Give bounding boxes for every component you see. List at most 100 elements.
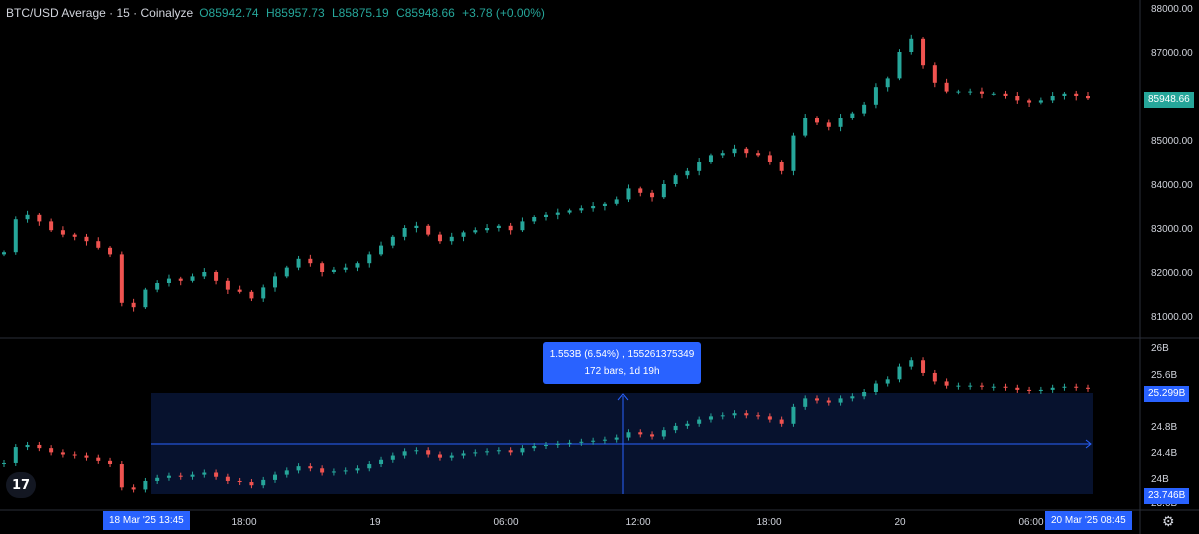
price-candle — [367, 254, 372, 264]
volume-candle — [885, 379, 890, 384]
volume-candle — [249, 482, 254, 486]
price-candle — [614, 199, 619, 204]
volume-candle — [284, 470, 289, 475]
price-candle — [202, 272, 207, 277]
price-candle — [791, 135, 796, 171]
price-candle — [685, 170, 690, 176]
volume-candle — [49, 448, 54, 453]
volume-candle — [532, 446, 537, 449]
volume-candle — [1003, 386, 1008, 388]
volume-candle — [697, 419, 702, 424]
price-candle — [1003, 93, 1008, 96]
price-candle — [84, 236, 89, 242]
price-candle — [1015, 96, 1020, 101]
volume-candle — [178, 475, 183, 477]
volume-candle — [661, 430, 666, 437]
price-candle — [756, 153, 761, 156]
volume-candle — [96, 457, 101, 461]
price-candle — [437, 234, 442, 242]
volume-candle — [367, 464, 372, 469]
price-candle — [720, 153, 725, 156]
volume-tick-label: 24.8B — [1151, 422, 1177, 433]
volume-candle — [237, 480, 242, 483]
volume-candle — [296, 466, 301, 471]
price-candle — [826, 122, 831, 127]
price-candle — [355, 263, 360, 268]
price-tick-label: 87000.00 — [1151, 48, 1193, 59]
volume-candle — [437, 454, 442, 458]
volume-candle — [850, 396, 855, 399]
low-value: L85875.19 — [332, 6, 389, 20]
volume-candle — [708, 416, 713, 420]
volume-candle — [968, 385, 973, 387]
price-candle — [944, 82, 949, 92]
price-candle — [473, 230, 478, 233]
price-candle — [296, 258, 301, 268]
volume-candle — [991, 386, 996, 388]
volume-candle — [732, 413, 737, 416]
volume-candle — [638, 432, 643, 435]
volume-candle — [155, 477, 160, 481]
symbol-title[interactable]: BTC/USD Average · 15 · Coinalyze — [6, 6, 194, 20]
time-tick-label: 19 — [369, 517, 381, 528]
volume-candle — [1050, 387, 1055, 390]
volume-candle — [485, 451, 490, 453]
gear-icon[interactable]: ⚙ — [1162, 513, 1175, 529]
price-tick-label: 81000.00 — [1151, 312, 1193, 323]
price-candle — [555, 212, 560, 215]
volume-candle — [60, 452, 65, 455]
price-candle — [343, 267, 348, 270]
volume-candle — [131, 487, 136, 490]
price-candle — [237, 289, 242, 292]
volume-candle — [331, 471, 336, 473]
volume-candle — [544, 444, 548, 447]
price-candle — [744, 148, 749, 154]
volume-candle — [225, 476, 230, 481]
price-candle — [638, 188, 643, 193]
chart-legend: BTC/USD Average · 15 · Coinalyze O85942.… — [6, 6, 549, 20]
volume-candle — [37, 444, 42, 449]
price-candle — [567, 210, 572, 213]
volume-candle — [273, 474, 277, 480]
price-candle — [650, 192, 655, 198]
volume-candle — [379, 459, 384, 465]
price-candle — [979, 91, 984, 94]
price-candle — [579, 208, 584, 211]
price-tick-label: 83000.00 — [1151, 224, 1193, 235]
volume-tick-label: 24B — [1151, 474, 1169, 485]
price-candle — [532, 217, 537, 222]
price-candle — [862, 104, 867, 114]
volume-candle — [190, 474, 195, 477]
price-candle — [708, 155, 713, 162]
price-candle — [426, 225, 431, 235]
price-candle — [838, 118, 843, 127]
measure-arrow-up — [617, 393, 629, 401]
price-candle — [909, 38, 914, 52]
tradingview-logo-icon[interactable]: 17 — [6, 472, 36, 498]
price-candle — [850, 113, 855, 118]
volume-candle — [13, 447, 18, 463]
volume-candle — [567, 442, 572, 444]
price-candle — [308, 258, 313, 264]
time-tick-label: 18:00 — [756, 517, 781, 528]
volume-candle — [2, 462, 6, 464]
volume-candle — [426, 450, 431, 455]
volume-candle — [579, 441, 584, 443]
volume-candle — [1015, 387, 1020, 390]
volume-candle — [320, 468, 325, 473]
price-candle — [956, 91, 961, 93]
volume-candle — [343, 470, 348, 472]
open-value: O85942.74 — [199, 6, 259, 20]
volume-candle — [214, 472, 219, 477]
price-candle — [49, 221, 54, 231]
volume-candle — [355, 468, 360, 471]
price-candle — [390, 236, 395, 246]
volume-candle — [921, 360, 926, 373]
price-candle — [225, 280, 230, 290]
volume-tick-label: 24.4B — [1151, 448, 1177, 459]
time-tick-label: 06:00 — [493, 517, 518, 528]
ohlc-values: O85942.74 H85957.73 L85875.19 C85948.66 … — [199, 6, 549, 20]
volume-candle — [956, 385, 961, 387]
volume-candle — [166, 475, 171, 478]
